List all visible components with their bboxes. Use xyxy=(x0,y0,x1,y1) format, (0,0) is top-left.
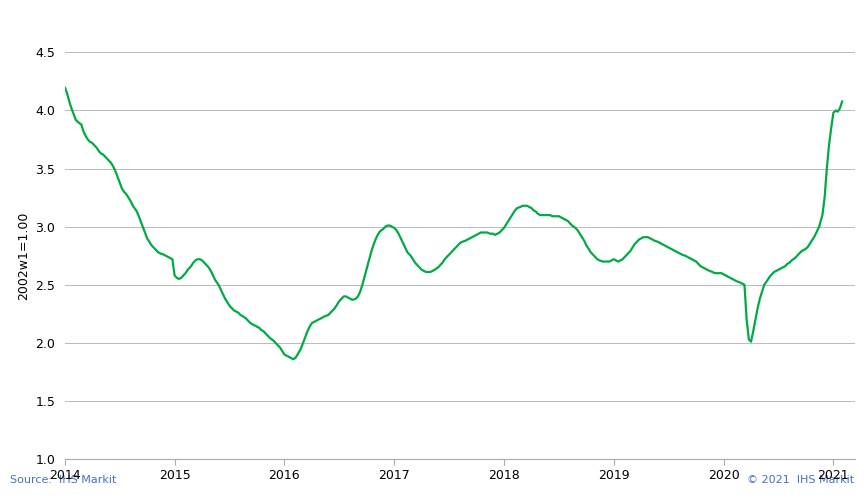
Text: © 2021  IHS Markit: © 2021 IHS Markit xyxy=(746,475,854,485)
Text: IHS Markit Materials  Price Index: IHS Markit Materials Price Index xyxy=(10,17,343,35)
Text: Source:  IHS Markit: Source: IHS Markit xyxy=(10,475,117,485)
Y-axis label: 2002w1=1.00: 2002w1=1.00 xyxy=(16,212,29,300)
